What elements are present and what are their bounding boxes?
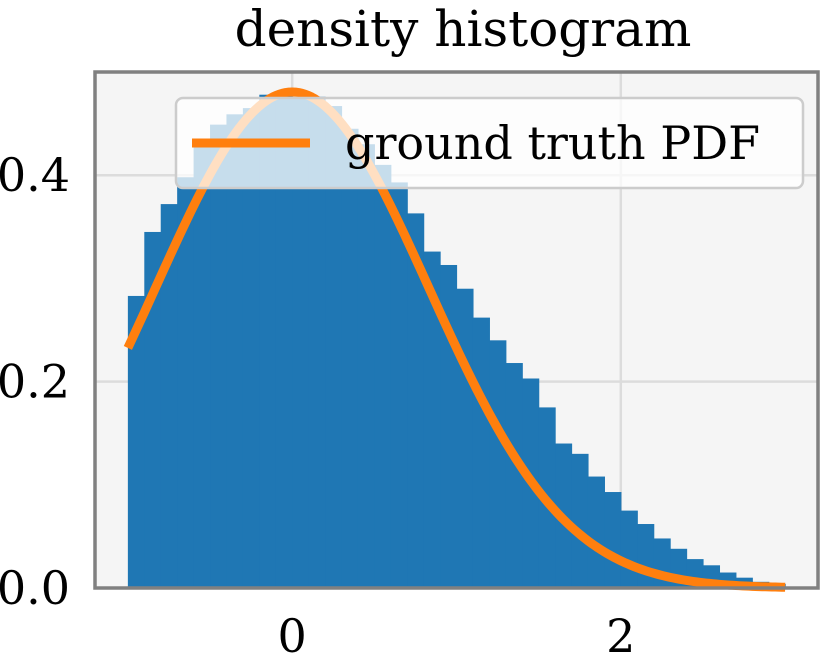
histogram-bar [374,164,392,588]
histogram-bar [423,251,441,588]
histogram-bar [308,96,326,588]
histogram-bar [341,128,359,588]
histogram-bar [226,114,244,588]
histogram-bar [275,94,293,588]
histogram-bar [292,98,310,588]
histogram-bar [127,295,145,588]
legend-label-pdf: ground truth PDF [345,116,760,170]
y-tick-label: 0.4 [0,148,70,202]
histogram-bar [160,204,178,588]
histogram-bar [620,510,638,588]
histogram-bar [259,94,277,588]
histogram-bars [127,94,786,589]
histogram-bar [637,524,655,588]
histogram-bar [571,453,589,588]
plot-frame [93,70,820,590]
histogram-bar [242,108,260,589]
histogram-bar [390,182,408,588]
histogram-bar [210,124,228,588]
histogram-bar [357,144,375,589]
y-tick-label: 0.2 [0,355,70,409]
histogram-bar [193,144,211,589]
histogram-bar [144,231,162,588]
histogram-bar [505,363,523,588]
y-tick-label: 0.0 [0,561,70,615]
histogram-bar [587,476,605,588]
histogram-bar [456,288,474,588]
legend-box [174,96,805,190]
histogram-bar [325,106,343,588]
axis-tick-labels: 0 2 0.0 0.2 0.4 [0,148,635,663]
histogram-bar [177,177,195,589]
legend: ground truth PDF [174,96,805,190]
x-tick-label: 0 [278,609,307,663]
histogram-bar [407,213,425,588]
chart-title: density histogram [235,0,692,58]
histogram-bar [472,317,490,588]
histogram-bar [604,492,622,588]
x-tick-label: 2 [606,609,635,663]
histogram-bar [489,340,507,588]
